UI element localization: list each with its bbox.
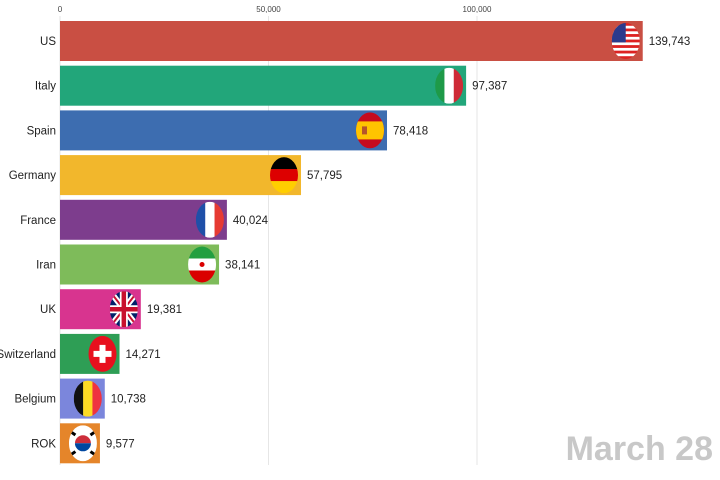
bars: US 139,743 Italy 97,387 Spain 78,418 Germany 57… bbox=[0, 21, 690, 464]
value-label: 14,271 bbox=[126, 349, 161, 361]
bar-row-italy: Italy 97,387 bbox=[35, 65, 507, 106]
category-label: ROK bbox=[31, 438, 56, 450]
bar bbox=[60, 110, 388, 151]
x-tick-label: 100,000 bbox=[463, 5, 492, 14]
bar-row-spain: Spain 78,418 bbox=[27, 110, 428, 151]
x-axis-ticks: 0 50,000 100,000 bbox=[58, 5, 492, 14]
category-label: Belgium bbox=[14, 394, 56, 406]
category-label: Germany bbox=[9, 170, 57, 182]
category-label: Italy bbox=[35, 81, 56, 93]
category-label: Spain bbox=[27, 125, 56, 137]
x-tick-label: 0 bbox=[58, 5, 63, 14]
value-label: 19,381 bbox=[147, 304, 182, 316]
bar-row-germany: Germany 57,795 bbox=[9, 155, 342, 196]
bar-row-us: US 139,743 bbox=[40, 21, 690, 61]
value-label: 57,795 bbox=[307, 170, 342, 182]
flag-rok-icon bbox=[68, 425, 97, 462]
category-label: Iran bbox=[36, 260, 56, 272]
flag-belgium-icon bbox=[73, 380, 102, 417]
bar-row-rok: ROK 9,577 bbox=[31, 423, 135, 464]
flag-iran-icon bbox=[188, 246, 217, 283]
value-label: 9,577 bbox=[106, 438, 135, 450]
category-label: UK bbox=[40, 304, 56, 316]
value-label: 139,743 bbox=[649, 36, 691, 48]
flag-us-icon bbox=[611, 23, 640, 59]
bar bbox=[60, 155, 302, 196]
value-label: 97,387 bbox=[472, 81, 507, 93]
flag-uk-icon bbox=[109, 291, 138, 328]
value-label: 10,738 bbox=[111, 394, 146, 406]
category-label: Switzerland bbox=[0, 349, 56, 361]
x-tick-label: 50,000 bbox=[256, 5, 281, 14]
bar-row-switzerland: Switzerland 14,271 bbox=[0, 333, 161, 374]
date-label: March 28 bbox=[566, 430, 713, 468]
category-label: US bbox=[40, 36, 56, 48]
value-label: 38,141 bbox=[225, 260, 260, 272]
flag-france-icon bbox=[195, 201, 224, 238]
bar-row-iran: Iran 38,141 bbox=[36, 244, 260, 285]
value-label: 78,418 bbox=[393, 125, 428, 137]
category-label: France bbox=[20, 215, 56, 227]
flag-spain-icon bbox=[356, 112, 385, 149]
flag-germany-icon bbox=[270, 157, 299, 194]
bar-row-france: France 40,024 bbox=[20, 199, 269, 240]
flag-switzerland-icon bbox=[88, 335, 117, 372]
value-label: 40,024 bbox=[233, 215, 269, 227]
bar-row-uk: UK 19,381 bbox=[40, 289, 182, 330]
flag-italy-icon bbox=[435, 67, 464, 104]
bar bbox=[60, 21, 643, 61]
bar bbox=[60, 65, 467, 106]
bar-row-belgium: Belgium 10,738 bbox=[14, 378, 146, 419]
